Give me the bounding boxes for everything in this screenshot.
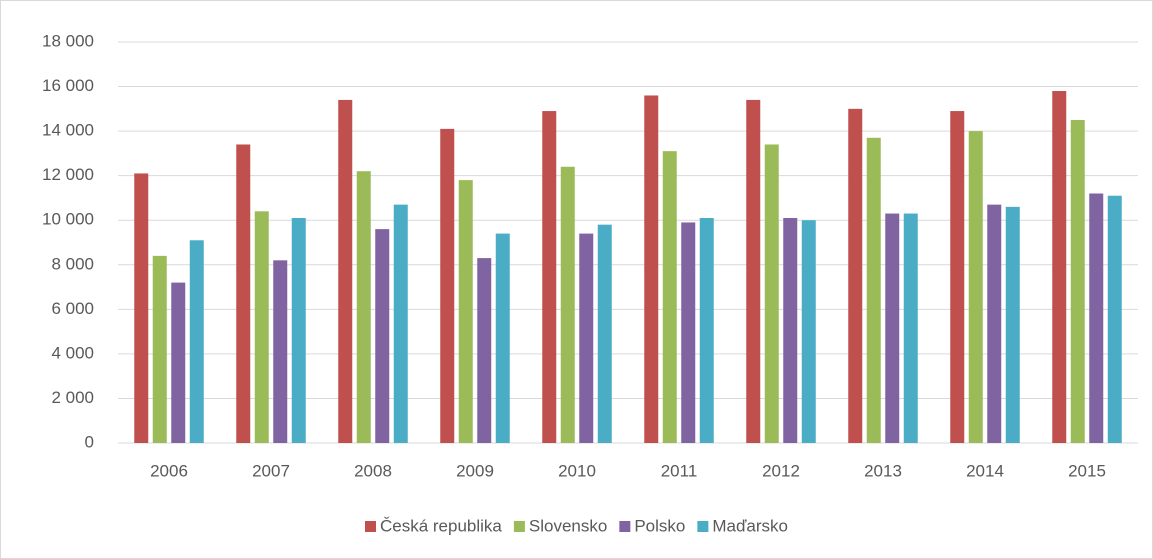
bar (338, 99, 353, 443)
legend-swatch (619, 521, 631, 532)
x-tick-label: 2006 (150, 461, 188, 480)
bar (134, 173, 149, 443)
bar (254, 211, 269, 443)
bar (801, 220, 816, 443)
x-tick-label: 2009 (456, 461, 494, 480)
bar (662, 151, 677, 443)
bar (171, 282, 186, 443)
bar (291, 217, 306, 443)
bar (189, 240, 204, 443)
bar (375, 229, 390, 443)
bar (903, 213, 918, 443)
y-tick-label: 16 000 (42, 76, 94, 95)
legend-swatch (697, 521, 709, 532)
x-tick-label: 2007 (252, 461, 290, 480)
legend-swatch (364, 521, 376, 532)
x-tick-label: 2011 (661, 461, 698, 480)
x-tick-label: 2014 (966, 461, 1004, 480)
y-tick-label: 0 (85, 432, 94, 451)
y-tick-label: 12 000 (42, 165, 94, 184)
bar (764, 144, 779, 443)
bar (597, 224, 612, 443)
legend-label: Česká republika (380, 516, 502, 535)
legend-swatch (513, 521, 525, 532)
bar (1052, 91, 1067, 443)
bar (495, 233, 510, 443)
bar (1005, 206, 1020, 443)
bar (273, 260, 288, 443)
x-tick-label: 2010 (558, 461, 596, 480)
bar (885, 213, 900, 443)
bar (681, 222, 696, 443)
x-tick-label: 2015 (1068, 461, 1106, 480)
bar (1089, 193, 1104, 443)
bar (644, 95, 659, 443)
legend-label: Maďarsko (712, 516, 788, 535)
y-tick-label: 6 000 (51, 299, 94, 318)
bar (542, 111, 557, 444)
y-tick-label: 8 000 (51, 254, 94, 273)
y-tick-label: 18 000 (42, 31, 94, 50)
bar (152, 255, 167, 443)
x-tick-label: 2013 (864, 461, 902, 480)
y-tick-label: 10 000 (42, 210, 94, 229)
x-tick-label: 2012 (762, 461, 800, 480)
y-tick-label: 14 000 (42, 121, 94, 140)
x-tick-label: 2008 (354, 461, 392, 480)
bar (699, 217, 714, 443)
bar (458, 180, 473, 443)
bar (987, 204, 1002, 443)
bar (968, 131, 983, 443)
legend-label: Slovensko (529, 516, 607, 535)
bar (393, 204, 408, 443)
bar (560, 166, 575, 443)
bar (746, 99, 761, 443)
bar (440, 128, 455, 443)
bar (477, 258, 492, 443)
y-tick-label: 4 000 (51, 343, 94, 362)
bar (1070, 119, 1085, 443)
bar (848, 108, 863, 443)
legend-label: Polsko (634, 516, 685, 535)
bar (236, 144, 251, 443)
bar (866, 137, 881, 444)
bar (783, 217, 798, 443)
bar (1107, 195, 1122, 443)
y-tick-label: 2 000 (51, 388, 94, 407)
bar (950, 111, 965, 444)
bar (579, 233, 594, 443)
bar (356, 171, 371, 443)
